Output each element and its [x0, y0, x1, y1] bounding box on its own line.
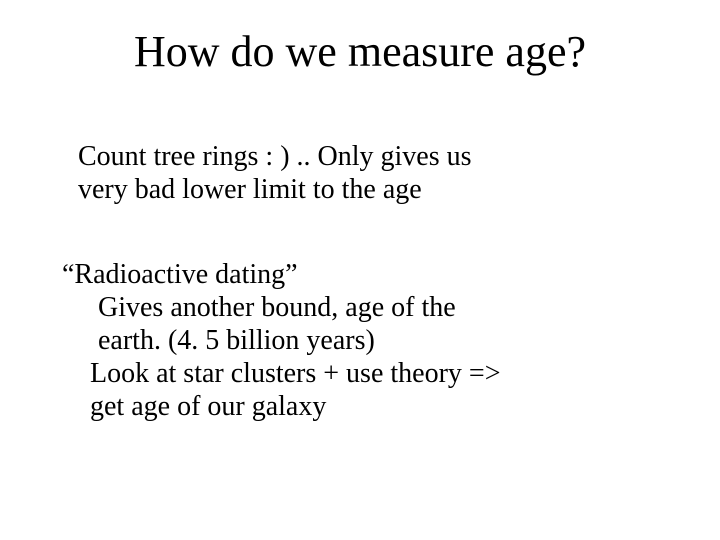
body-block-1: Count tree rings : ) .. Only gives us ve…	[78, 140, 618, 206]
body-line: Count tree rings : ) .. Only gives us	[78, 140, 618, 173]
body-line: Gives another bound, age of the	[98, 291, 642, 324]
body-line: get age of our galaxy	[90, 390, 642, 423]
body-line: Look at star clusters + use theory =>	[90, 357, 642, 390]
body-block-2: “Radioactive dating” Gives another bound…	[62, 258, 642, 423]
body-line: very bad lower limit to the age	[78, 173, 618, 206]
body-subheading: “Radioactive dating”	[62, 258, 642, 291]
slide: How do we measure age? Count tree rings …	[0, 0, 720, 540]
slide-title: How do we measure age?	[0, 28, 720, 76]
body-line: earth. (4. 5 billion years)	[98, 324, 642, 357]
